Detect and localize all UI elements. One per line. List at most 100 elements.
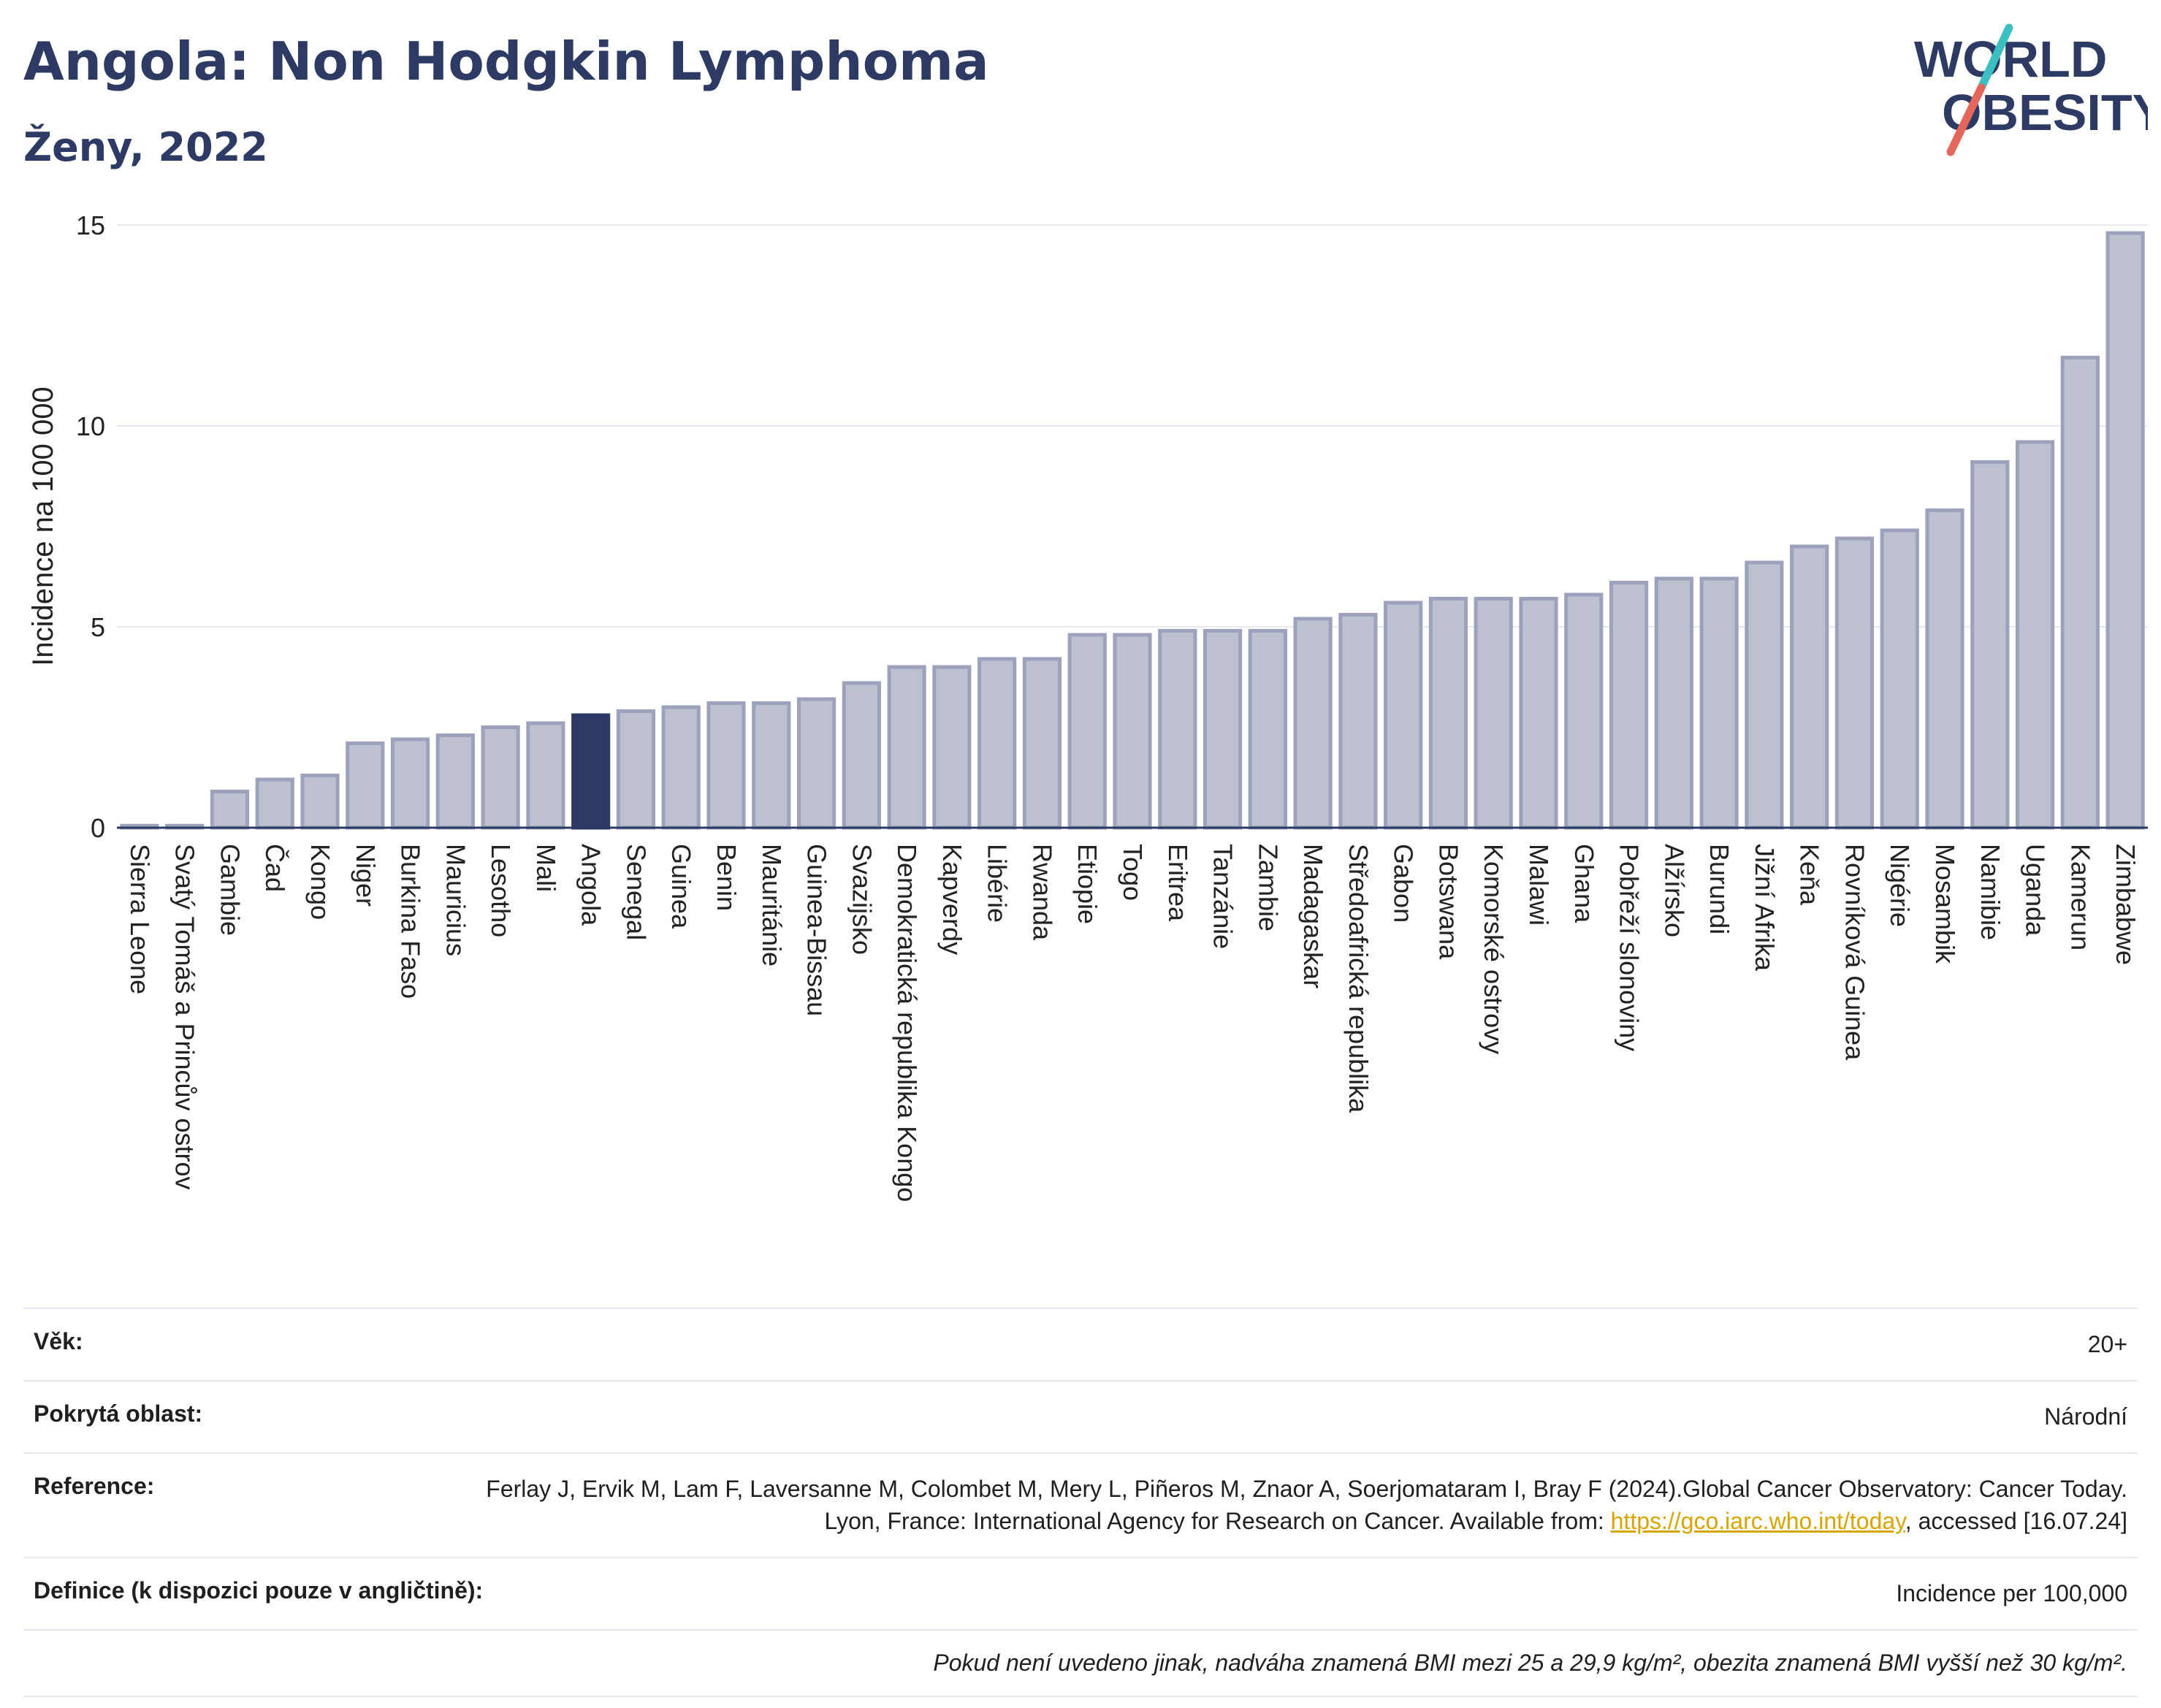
x-tick-label: Kongo (305, 844, 335, 920)
bar (1699, 576, 1739, 830)
x-tick-label: Mali (531, 844, 561, 892)
info-row-note: Pokud není uvedeno jinak, nadváha znamen… (23, 1628, 2138, 1697)
bar (1067, 633, 1107, 830)
reference-link[interactable]: https://gco.iarc.who.int/today (1610, 1508, 1905, 1535)
bar (481, 725, 520, 830)
x-tick-label: Madagaskar (1298, 844, 1328, 988)
x-tick-label: Ghana (1569, 844, 1599, 923)
bar (977, 657, 1017, 830)
y-axis-label: Incidence na 100 000 (27, 386, 59, 666)
info-row-reference: Reference: Ferlay J, Ervik M, Lam F, Lav… (23, 1452, 2138, 1558)
bar (435, 733, 475, 830)
bar (2105, 231, 2145, 830)
bmi-note: Pokud není uvedeno jinak, nadváha znamen… (933, 1649, 2127, 1676)
bar (1428, 597, 1468, 830)
x-tick-label: Zambie (1253, 844, 1283, 931)
reference-label: Reference: (34, 1472, 155, 1499)
bar (796, 697, 836, 830)
bar (1880, 528, 1919, 830)
x-tick-label: Jižní Afrika (1750, 844, 1780, 972)
bar (1745, 560, 1784, 830)
x-tick-label: Alžírsko (1659, 844, 1689, 937)
info-row-definition: Definice (k dispozici pouze v angličtině… (23, 1557, 2138, 1629)
x-tick-label: Svatý Tomáš a Princův ostrov (170, 844, 200, 1190)
x-tick-label: Niger (351, 844, 381, 907)
area-value: Národní (2044, 1403, 2127, 1430)
age-label: Věk: (34, 1328, 83, 1354)
x-tick-label: Guinea-Bissau (802, 844, 832, 1016)
x-tick-label: Mauritánie (757, 844, 787, 967)
x-tick-label: Botswana (1433, 844, 1463, 960)
x-tick-label: Gabon (1389, 844, 1419, 923)
x-tick-label: Lesotho (486, 844, 516, 937)
definition-value: Incidence per 100,000 (1896, 1580, 2127, 1607)
area-label: Pokrytá oblast: (34, 1400, 203, 1427)
info-table: Věk: 20+ Pokrytá oblast: Národní Referen… (23, 1308, 2138, 1697)
x-tick-label: Mosambik (1930, 844, 1960, 964)
x-tick-label: Pobřeží slonoviny (1615, 844, 1644, 1051)
x-tick-label: Togo (1118, 844, 1148, 901)
x-tick-label: Angola (576, 844, 606, 926)
bar (1293, 617, 1333, 830)
x-tick-label: Rwanda (1027, 844, 1057, 941)
x-tick-label: Středoafrická republika (1344, 844, 1373, 1113)
bar (1609, 581, 1649, 830)
x-tick-label: Demokratická republika Kongo (892, 844, 922, 1202)
logo-teal-slash (1977, 23, 2013, 92)
x-tick-label: Eritrea (1163, 844, 1193, 922)
bar (1970, 460, 2010, 830)
x-tick-label: Etiopie (1072, 844, 1102, 924)
bar (210, 790, 250, 830)
x-tick-label: Čad (260, 844, 290, 892)
logo-line1: WORLD (1914, 31, 2107, 88)
bar (1519, 597, 1558, 830)
bar (1834, 536, 1875, 830)
bar (1022, 657, 1062, 830)
reference-suffix: , accessed [16.07.24] (1905, 1508, 2127, 1535)
definition-label: Definice (k dispozici pouze v angličtině… (34, 1577, 484, 1604)
x-tick-label: Tanzánie (1208, 844, 1238, 949)
x-tick-label: Mauricius (441, 844, 470, 956)
bar-chart: 0 5 10 15 Incidence na 100 000 Sierra Leone Sv… (27, 210, 2148, 1202)
bar (390, 737, 430, 830)
bar (2060, 356, 2100, 830)
info-row-age: Věk: 20+ (23, 1308, 2138, 1380)
x-tick-label: Benin (712, 844, 742, 911)
x-tick-label: Nigérie (1885, 844, 1915, 927)
bar (706, 701, 746, 830)
x-tick-label: Senegal (621, 844, 651, 940)
logo-coral-slash (1946, 83, 1986, 156)
bar (1113, 633, 1152, 830)
bar (616, 709, 656, 830)
bar (1564, 592, 1604, 830)
bar-highlighted (571, 713, 611, 830)
bar (1384, 601, 1423, 830)
bar (887, 665, 926, 830)
reference-value: Ferlay J, Ervik M, Lam F, Laversanne M, … (484, 1473, 2127, 1539)
y-tick-label: 0 (91, 813, 105, 843)
bar (842, 681, 881, 830)
x-tick-label: Malawi (1524, 844, 1554, 926)
bar (1248, 629, 1287, 830)
y-tick-label: 10 (76, 411, 105, 441)
bar (300, 774, 340, 830)
x-tick-label: Komorské ostrovy (1479, 844, 1509, 1054)
x-tick-label: Kapverdy (937, 844, 967, 955)
bar (1790, 544, 1829, 830)
bar (1338, 613, 1378, 830)
bar (526, 721, 565, 830)
x-tick-label: Kamerun (2065, 844, 2095, 950)
bar (661, 705, 701, 830)
bar (752, 701, 791, 830)
info-row-area: Pokrytá oblast: Národní (23, 1379, 2138, 1452)
x-tick-label: Uganda (2021, 844, 2051, 937)
x-tick-label: Keňa (1795, 844, 1825, 906)
x-tick-label: Rovníková Guinea (1840, 844, 1870, 1061)
page-subtitle: Ženy, 2022 (23, 124, 268, 170)
reference-text: Ferlay J, Ervik M, Lam F, Laversanne M, … (486, 1475, 2127, 1535)
bar (932, 665, 972, 830)
y-tick-label: 5 (91, 612, 105, 642)
bar (1203, 629, 1243, 830)
x-tick-label: Gambie (215, 844, 245, 936)
age-value: 20+ (2087, 1331, 2127, 1357)
